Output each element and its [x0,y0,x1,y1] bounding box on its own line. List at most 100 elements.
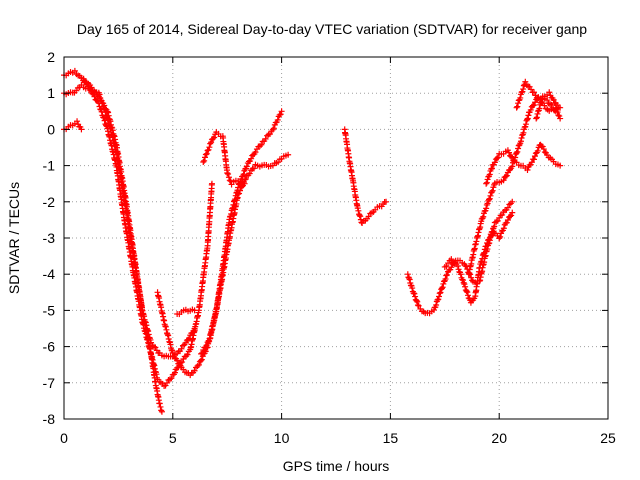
data-point-arc-l [518,135,525,142]
data-point-arc-l [500,177,507,184]
data-point-arc-n [515,100,522,107]
data-point-arc-k [508,212,515,219]
data-point-arc-l [487,192,494,199]
data-point-arc-k [464,289,471,296]
data-point-arc-o [533,115,540,122]
data-point-arc-l [480,213,487,220]
data-point-arc-i [354,205,361,212]
data-point-arc-j [414,298,421,305]
data-point-arc-k [509,209,516,216]
y-tick-label: -8 [43,411,56,427]
data-point-arc-j [448,264,455,271]
data-point-arc-j [504,204,511,211]
data-point-arc-m [495,154,502,161]
data-point-arc-k [481,246,488,253]
data-point-arc-j [442,275,449,282]
data-point-arc-j [404,271,411,278]
data-point-arc-j [414,302,421,309]
data-point-arc-g [203,342,210,349]
data-point-arc-l [515,145,522,152]
data-point-arc-j [438,285,445,292]
data-point-arc-m [540,146,547,153]
x-tick-label: 25 [600,430,616,446]
data-point-arc-m [509,154,516,161]
data-point-arc-l [513,149,520,156]
data-point-arc-c [157,403,164,410]
data-point-arc-g [277,111,284,118]
data-point-arc-l [483,205,490,212]
data-point-arc-e [198,356,205,363]
data-series [61,67,564,415]
data-point-arc-e [251,165,258,172]
data-point-arc-m [484,176,491,183]
data-point-arc-j [494,217,501,224]
data-point-arc-m [494,155,501,162]
data-point-arc-h [241,180,248,187]
data-point-arc-k [463,288,470,295]
data-point-arc-l [532,99,539,106]
data-point-arc-m [510,157,517,164]
data-point-arc-l [524,116,531,123]
data-point-arc-d [82,79,89,86]
data-point-arc-j [434,296,441,303]
data-point-arc-d [83,80,90,87]
data-point-arc-l [483,201,490,208]
data-point-arc-d [91,93,98,100]
data-point-arc-l [514,148,521,155]
data-point-arc-h [201,157,208,164]
x-tick-label: 0 [60,430,68,446]
data-point-arc-c [156,400,163,407]
data-point-arc-o [539,96,546,103]
data-point-arc-h [225,171,232,178]
data-point-arc-l [486,196,493,203]
data-point-arc-h [203,150,210,157]
data-point-arc-b [74,118,81,125]
data-point-arc-m [483,179,490,186]
data-point-arc-g [269,126,276,133]
data-point-arc-i [357,216,364,223]
data-point-arc-k [486,234,493,241]
data-point-arc-e [174,357,181,364]
data-point-arc-h [200,158,207,165]
data-point-arc-c [158,408,165,415]
data-point-arc-j [439,284,446,291]
data-point-arc-j [415,302,422,309]
data-point-arc-c [101,102,108,109]
data-point-arc-d [80,75,87,82]
data-point-arc-k [465,292,472,299]
data-point-arc-l [520,129,527,136]
data-point-arc-h [205,146,212,153]
data-point-arc-c [71,67,78,74]
data-point-arc-d [208,180,215,187]
data-point-arc-d [179,359,186,366]
y-tick-label: -2 [43,194,56,210]
data-point-arc-l [503,172,510,179]
data-point-arc-n [522,78,529,85]
data-point-arc-g [248,155,255,162]
data-point-arc-n [514,103,521,110]
data-point-arc-e [191,367,198,374]
data-point-arc-e [238,183,245,190]
data-point-arc-l [488,188,495,195]
data-point-arc-k [479,255,486,262]
x-tick-label: 15 [383,430,399,446]
data-point-arc-n [520,86,527,93]
data-point-arc-j [435,296,442,303]
data-point-arc-j [433,302,440,309]
data-point-arc-i [356,212,363,219]
data-point-arc-g [199,350,206,357]
data-point-arc-n [541,102,548,109]
data-point-arc-l [531,102,538,109]
data-point-arc-j [443,271,450,278]
data-point-arc-o [537,99,544,106]
data-point-arc-m [557,162,564,169]
data-point-arc-l [509,163,516,170]
y-tick-label: -6 [43,339,56,355]
data-point-arc-k [443,263,450,270]
data-point-arc-j [413,297,420,304]
data-point-arc-c [96,94,103,101]
y-tick-label: -4 [43,266,56,282]
data-point-arc-k [457,271,464,278]
data-point-arc-k [461,281,468,288]
data-point-arc-n [513,104,520,111]
